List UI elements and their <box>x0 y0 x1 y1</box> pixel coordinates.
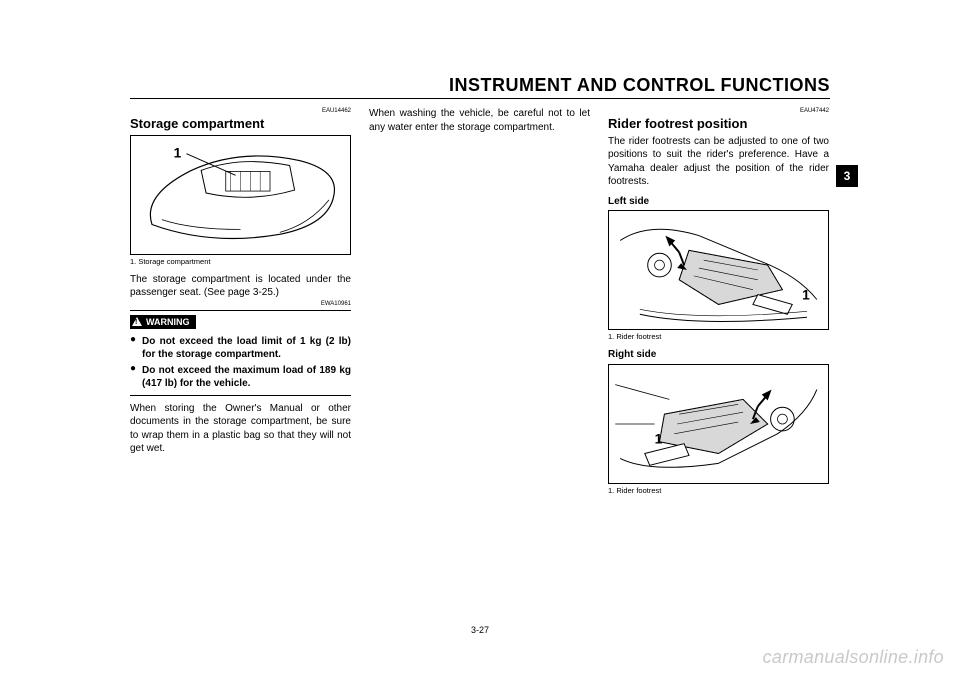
bullet-icon: ● <box>130 364 136 391</box>
ref-code: EWA10961 <box>130 300 351 308</box>
figure-callout-1: 1 <box>174 145 182 160</box>
page-title: INSTRUMENT AND CONTROL FUNCTIONS <box>130 75 830 99</box>
figure-storage-compartment: 1 <box>130 135 351 255</box>
body-text: When storing the Owner's Manual or other… <box>130 402 351 456</box>
manual-page: INSTRUMENT AND CONTROL FUNCTIONS 3 EAU14… <box>130 75 830 635</box>
column-3: EAU47442 Rider footrest position The rid… <box>608 107 829 496</box>
subheading-right: Right side <box>608 348 829 362</box>
section-heading-footrest: Rider footrest position <box>608 115 829 133</box>
warning-item: ●Do not exceed the maximum load of 189 k… <box>130 364 351 391</box>
column-2: When washing the vehicle, be careful not… <box>369 107 590 496</box>
figure-caption: 1. Rider footrest <box>608 486 829 496</box>
chapter-tab: 3 <box>836 165 858 187</box>
warning-item: ●Do not exceed the load limit of 1 kg (2… <box>130 335 351 362</box>
content-columns: EAU14462 Storage compartment 1 <box>130 107 830 496</box>
ref-code: EAU47442 <box>608 107 829 115</box>
warning-text: Do not exceed the maximum load of 189 kg… <box>142 364 351 391</box>
svg-text:1: 1 <box>802 288 810 303</box>
bullet-icon: ● <box>130 335 136 362</box>
figure-footrest-right: 1 <box>608 364 829 484</box>
watermark: carmanualsonline.info <box>763 647 944 668</box>
warning-icon <box>132 317 142 326</box>
body-text: When washing the vehicle, be careful not… <box>369 107 590 134</box>
rule <box>130 310 351 311</box>
warning-list: ●Do not exceed the load limit of 1 kg (2… <box>130 331 351 396</box>
figure-footrest-left: 1 <box>608 210 829 330</box>
ref-code: EAU14462 <box>130 107 351 115</box>
svg-text:1: 1 <box>655 431 663 446</box>
warning-text: Do not exceed the load limit of 1 kg (2 … <box>142 335 351 362</box>
body-text: The rider footrests can be adjusted to o… <box>608 135 829 189</box>
subheading-left: Left side <box>608 195 829 209</box>
warning-label: WARNING <box>146 316 190 328</box>
figure-caption: 1. Rider footrest <box>608 332 829 342</box>
figure-caption: 1. Storage compartment <box>130 257 351 267</box>
page-number: 3-27 <box>471 625 489 635</box>
section-heading-storage: Storage compartment <box>130 115 351 133</box>
warning-badge: WARNING <box>130 315 196 329</box>
body-text: The storage compartment is located under… <box>130 273 351 300</box>
column-1: EAU14462 Storage compartment 1 <box>130 107 351 496</box>
